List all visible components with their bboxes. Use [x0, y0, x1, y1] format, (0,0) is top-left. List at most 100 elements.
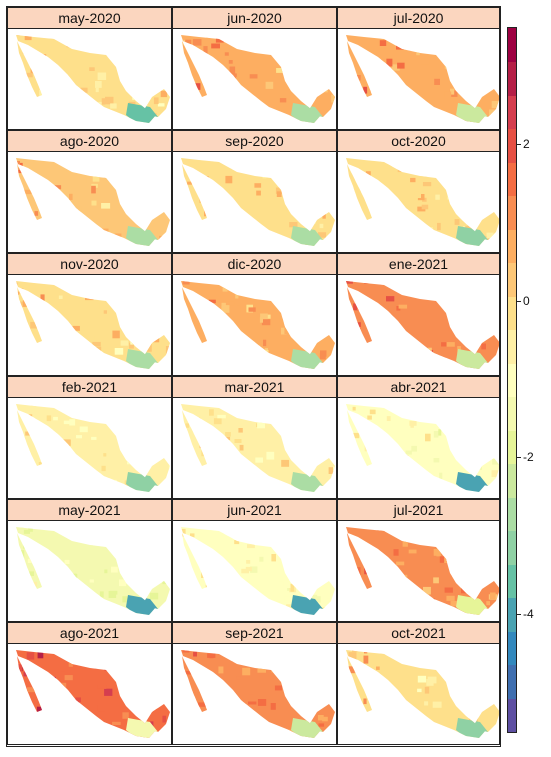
- municipality-cell: [302, 320, 310, 329]
- municipality-cell: [76, 249, 82, 252]
- municipality-cell: [319, 70, 327, 77]
- municipality-cell: [323, 427, 328, 433]
- municipality-cell: [94, 335, 103, 339]
- municipality-cell: [149, 592, 159, 600]
- mexico-map: [16, 527, 170, 615]
- municipality-cell: [81, 161, 85, 168]
- municipality-cell: [234, 697, 238, 702]
- municipality-cell: [19, 607, 27, 612]
- municipality-cell: [391, 731, 398, 735]
- municipality-cell: [443, 662, 451, 668]
- municipality-cell: [29, 571, 34, 576]
- municipality-cell: [352, 650, 358, 652]
- municipality-cell: [357, 306, 367, 310]
- municipality-cell: [89, 67, 95, 71]
- municipality-cell: [215, 461, 224, 466]
- municipality-cell: [429, 241, 438, 246]
- municipality-cell: [302, 651, 309, 659]
- municipality-cell: [91, 240, 96, 246]
- municipality-cell: [433, 555, 437, 559]
- municipality-cell: [327, 404, 335, 405]
- municipality-cell: [262, 174, 267, 179]
- municipality-cell: [58, 589, 67, 593]
- municipality-cell: [433, 577, 439, 584]
- municipality-cell: [495, 198, 499, 202]
- municipality-cell: [486, 232, 494, 239]
- municipality-cell: [288, 324, 298, 329]
- municipality-cell: [382, 576, 391, 582]
- municipality-cell: [115, 152, 122, 158]
- municipality-cell: [105, 96, 114, 105]
- municipality-cell: [73, 659, 77, 664]
- municipality-cell: [285, 664, 291, 670]
- municipality-cell: [277, 48, 283, 53]
- municipality-cell: [452, 671, 459, 680]
- municipality-cell: [209, 527, 216, 531]
- municipality-cell: [433, 548, 441, 557]
- municipality-cell: [363, 698, 367, 705]
- municipality-cell: [444, 556, 448, 563]
- municipality-cell: [225, 301, 235, 306]
- municipality-cell: [49, 696, 57, 704]
- municipality-cell: [38, 490, 44, 492]
- municipality-cell: [289, 222, 298, 228]
- municipality-cell: [157, 35, 162, 42]
- municipality-cell: [265, 287, 271, 291]
- municipality-cell: [223, 578, 230, 583]
- municipality-cell: [254, 183, 262, 188]
- municipality-cell: [76, 366, 86, 369]
- municipality-cell: [354, 236, 362, 244]
- mexico-map: [346, 281, 499, 369]
- municipality-cell: [237, 712, 245, 717]
- municipality-cell: [16, 729, 18, 735]
- municipality-cell: [421, 37, 426, 43]
- municipality-cell: [107, 404, 112, 406]
- municipality-cell: [18, 689, 26, 696]
- colorbar-tick: [516, 457, 521, 459]
- municipality-cell: [25, 431, 34, 436]
- municipality-cell: [309, 404, 318, 406]
- municipality-cell: [67, 228, 75, 234]
- colorbar-segment: [508, 698, 516, 733]
- municipality-cell: [485, 566, 491, 575]
- municipality-cell: [271, 669, 280, 673]
- municipality-cell: [478, 47, 484, 55]
- municipality-cell: [212, 481, 218, 487]
- municipality-cell: [377, 681, 382, 689]
- municipality-cell: [364, 728, 369, 734]
- mexico-map: [346, 404, 499, 492]
- colorbar-segment: [508, 296, 516, 331]
- municipality-cell: [42, 241, 48, 246]
- municipality-cell: [126, 164, 134, 168]
- municipality-cell: [23, 414, 33, 420]
- municipality-cell: [250, 404, 254, 412]
- municipality-cell: [228, 533, 234, 540]
- municipality-cell: [361, 220, 370, 227]
- municipality-cell: [212, 81, 217, 88]
- municipality-cell: [416, 50, 420, 56]
- municipality-cell: [154, 652, 163, 660]
- municipality-cell: [38, 116, 43, 123]
- panel-title: may-2021: [8, 500, 171, 521]
- municipality-cell: [455, 38, 463, 42]
- municipality-cell: [384, 581, 391, 587]
- municipality-cell: [150, 698, 155, 706]
- municipality-cell: [391, 64, 400, 71]
- south-region: [126, 103, 158, 123]
- municipality-cell: [291, 286, 296, 292]
- municipality-cell: [141, 418, 147, 424]
- municipality-cell: [389, 325, 394, 331]
- municipality-cell: [274, 158, 283, 161]
- mexico-map: [181, 35, 335, 123]
- municipality-cell: [293, 169, 297, 175]
- municipality-cell: [374, 98, 379, 104]
- municipality-cell: [226, 281, 232, 286]
- municipality-cell: [65, 97, 73, 101]
- municipality-cell: [30, 418, 38, 423]
- municipality-cell: [235, 221, 239, 228]
- municipality-cell: [90, 176, 100, 182]
- municipality-cell: [249, 74, 258, 79]
- municipality-cell: [385, 163, 392, 169]
- colorbar-segment: [508, 664, 516, 699]
- municipality-cell: [446, 595, 455, 601]
